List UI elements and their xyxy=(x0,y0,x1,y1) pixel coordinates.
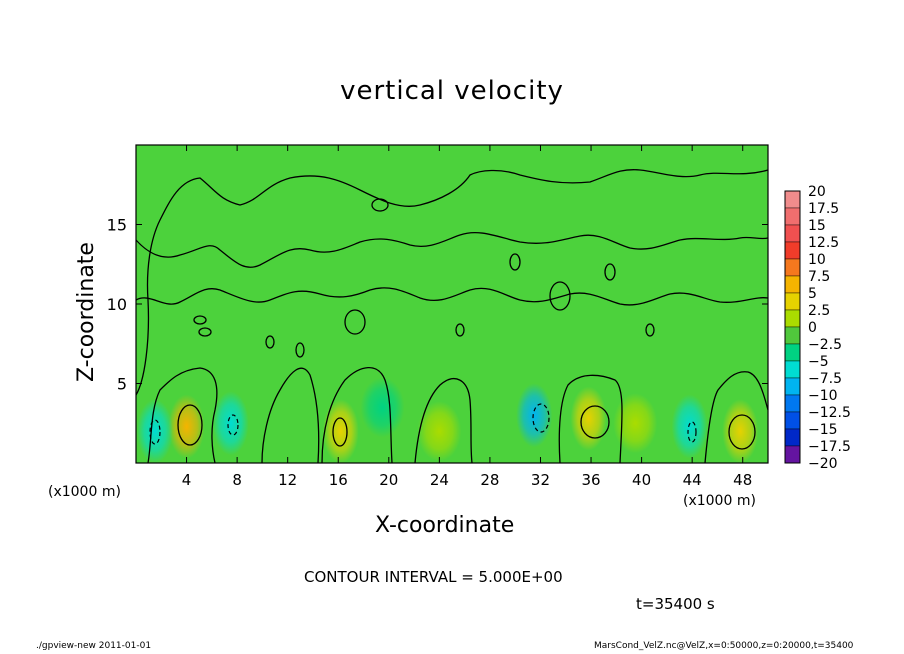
x-tick-label: 36 xyxy=(581,471,600,489)
contour-line xyxy=(193,315,207,325)
colorbar-label: −5 xyxy=(808,354,829,370)
contour-line xyxy=(645,323,655,337)
colorbar-swatch xyxy=(784,411,801,430)
colorbar-frame xyxy=(784,190,801,464)
contour-line xyxy=(414,378,473,464)
contour-line xyxy=(509,253,521,271)
x-tick-label: 28 xyxy=(480,471,499,489)
contour-interval-note: CONTOUR INTERVAL = 5.000E+00 xyxy=(304,568,563,586)
contour-line xyxy=(371,198,389,212)
colorbar-label: 5 xyxy=(808,286,817,302)
colorbar-swatch xyxy=(784,258,801,277)
contour-line xyxy=(198,327,212,337)
footer-left: ./gpview-new 2011-01-01 xyxy=(36,641,152,651)
footer-right: MarsCond_VelZ.nc@VelZ,x=0:50000,z=0:2000… xyxy=(594,641,854,651)
x-tick-label: 20 xyxy=(379,471,398,489)
contour-line xyxy=(135,287,769,306)
x-axis-label: X-coordinate xyxy=(375,513,515,538)
negative-contour-line xyxy=(227,414,239,436)
colorbar-swatch xyxy=(784,207,801,226)
contour-line xyxy=(332,417,348,447)
x-tick-label: 44 xyxy=(683,471,702,489)
contour-line xyxy=(261,367,320,464)
heatmap-cell xyxy=(360,377,405,438)
y-tick-label: 10 xyxy=(107,295,127,314)
colorbar-label: −17.5 xyxy=(808,439,851,455)
heatmap-cell xyxy=(671,394,708,459)
time-stamp: t=35400 s xyxy=(636,595,715,613)
heatmap-cell xyxy=(570,386,607,451)
x-tick-label: 8 xyxy=(232,471,242,489)
contour-line xyxy=(580,405,610,439)
contour-line xyxy=(147,367,218,464)
contour-line xyxy=(265,335,275,349)
x-tick-label: 32 xyxy=(531,471,550,489)
negative-contour-line xyxy=(532,403,550,433)
colorbar-swatch xyxy=(784,224,801,243)
heatmap-cell xyxy=(722,399,759,464)
x-tick-label: 16 xyxy=(329,471,348,489)
heatmap-cell xyxy=(516,383,553,448)
contour-line xyxy=(321,366,393,464)
x-tick-label: 12 xyxy=(278,471,297,489)
colorbar-label: 15 xyxy=(808,218,826,234)
y-axis-label: Z-coordinate xyxy=(74,242,99,382)
colorbar-label: −10 xyxy=(808,388,838,404)
colorbar-label: −15 xyxy=(808,422,838,438)
colorbar-swatch xyxy=(784,309,801,328)
x-unit-label-left: (x1000 m) xyxy=(48,484,121,500)
heatmap-cell xyxy=(417,401,462,462)
colorbar-label: −12.5 xyxy=(808,405,851,421)
contour-line xyxy=(728,414,756,450)
colorbar-label: 17.5 xyxy=(808,201,839,217)
colorbar-swatch xyxy=(784,275,801,294)
y-tick-label: 15 xyxy=(107,216,127,235)
colorbar-label: 7.5 xyxy=(808,269,830,285)
colorbar-label: −2.5 xyxy=(808,337,842,353)
contour-line xyxy=(135,231,769,268)
heatmap-cell xyxy=(212,391,249,456)
x-tick-label: 48 xyxy=(733,471,752,489)
contour-line xyxy=(295,342,305,358)
heatmap-cell xyxy=(322,399,359,464)
heatmap-cell xyxy=(168,394,205,459)
heatmap-cell xyxy=(613,393,658,454)
colorbar-swatch xyxy=(784,292,801,311)
chart-title: vertical velocity xyxy=(340,76,564,106)
colorbar-label: 12.5 xyxy=(808,235,839,251)
contour-line xyxy=(704,371,769,464)
colorbar-swatch xyxy=(784,326,801,345)
colorbar-label: 2.5 xyxy=(808,303,830,319)
colorbar-swatch xyxy=(784,190,801,209)
x-tick-label: 24 xyxy=(430,471,449,489)
negative-contour-line xyxy=(687,421,697,443)
heatmap-cell xyxy=(136,399,173,464)
contour-line xyxy=(455,323,465,337)
colorbar-swatch xyxy=(784,445,801,464)
colorbar-swatch xyxy=(784,428,801,447)
contour-line xyxy=(558,374,623,464)
contour-line xyxy=(177,404,203,446)
colorbar-label: 20 xyxy=(808,184,826,200)
x-unit-label-right: (x1000 m) xyxy=(683,493,756,509)
contour-line xyxy=(344,309,366,335)
x-tick-label: 4 xyxy=(182,471,192,489)
colorbar-swatch xyxy=(784,360,801,379)
colorbar-label: 10 xyxy=(808,252,826,268)
negative-contour-line xyxy=(149,419,161,445)
colorbar-swatch xyxy=(784,241,801,260)
contour-line xyxy=(549,281,571,311)
colorbar-label: −7.5 xyxy=(808,371,842,387)
colorbar-label: 0 xyxy=(808,320,817,336)
colorbar-swatch xyxy=(784,394,801,413)
colorbar-label: −20 xyxy=(808,456,838,472)
contour-line xyxy=(135,169,769,396)
y-tick-label: 5 xyxy=(117,375,127,394)
contour-line xyxy=(604,263,616,281)
colorbar-swatch xyxy=(784,343,801,362)
colorbar-swatch xyxy=(784,377,801,396)
x-tick-label: 40 xyxy=(632,471,651,489)
